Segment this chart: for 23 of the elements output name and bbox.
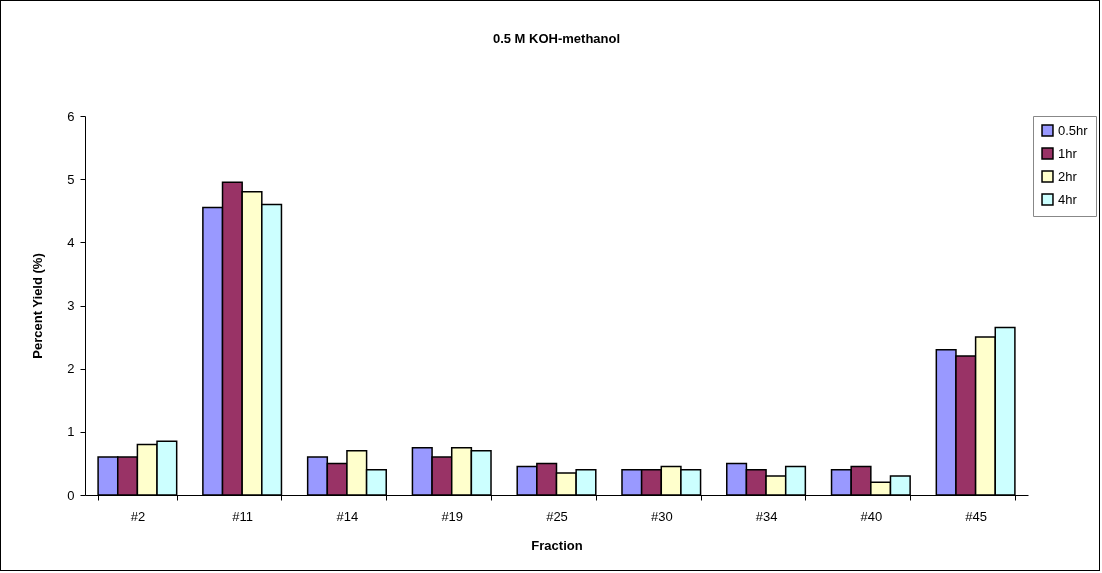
x-tick-label: #19: [441, 508, 464, 524]
x-tick-label: #11: [232, 508, 254, 524]
y-tick-label: 3: [67, 298, 75, 313]
x-tick-label: #34: [755, 508, 778, 524]
y-tick-label: 1: [67, 424, 75, 440]
y-tick-label: 4: [67, 234, 75, 250]
x-tick-label: #30: [650, 508, 673, 524]
legend-label: 2hr: [1058, 168, 1078, 184]
y-tick-label: 0: [67, 487, 75, 503]
y-tick-label: 6: [67, 108, 75, 124]
y-tick-label: 5: [67, 171, 75, 187]
x-tick-label: #25: [546, 508, 568, 524]
legend-label: 0.5hr: [1058, 122, 1089, 138]
x-tick-label: #45: [965, 508, 987, 524]
x-axis-title: Fraction: [531, 537, 583, 553]
x-tick-label: #14: [336, 508, 359, 524]
chart-title: 0.5 M KOH-methanol: [492, 31, 621, 46]
x-tick-label: #40: [860, 508, 883, 524]
legend-label: 1hr: [1058, 145, 1078, 161]
y-tick-label: 2: [67, 361, 75, 377]
y-axis-title: Percent Yield (%): [30, 253, 46, 359]
x-tick-label: #2: [130, 508, 146, 524]
legend-label: 4hr: [1058, 191, 1078, 207]
